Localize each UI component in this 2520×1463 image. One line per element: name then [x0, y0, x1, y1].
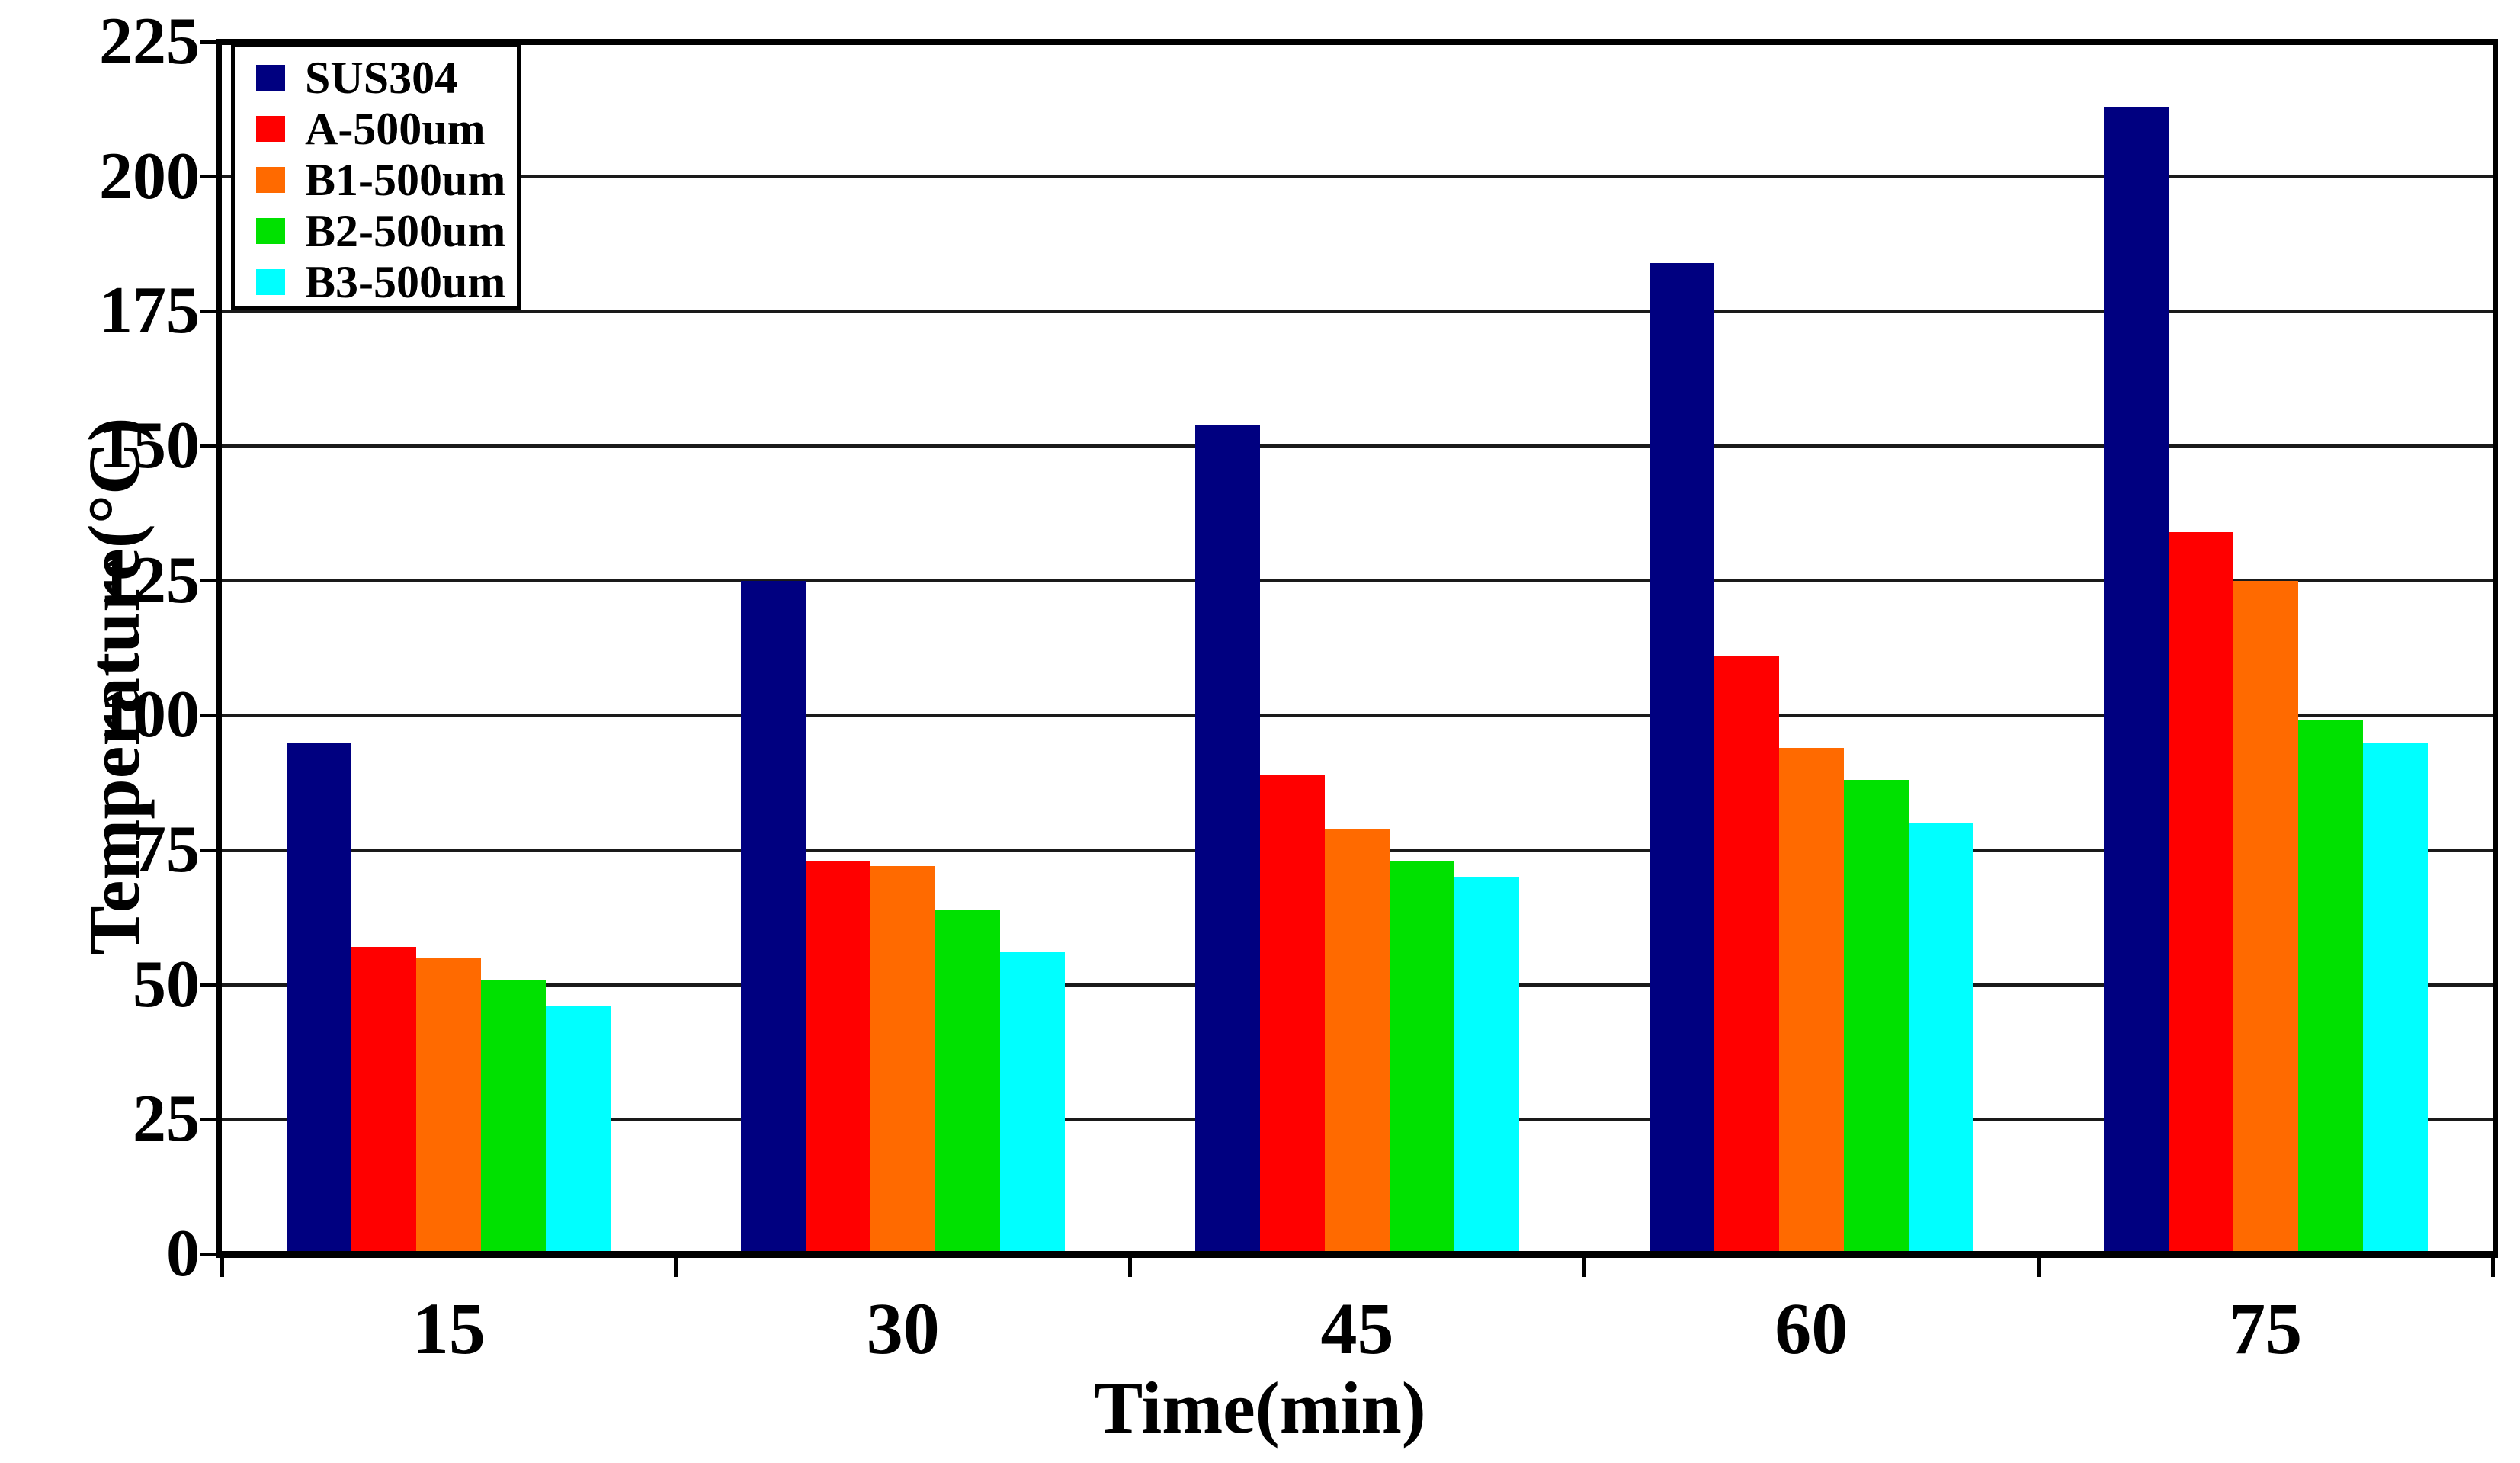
gridline-200 — [222, 175, 2493, 179]
legend-item-B2-500um: B2-500um — [235, 205, 517, 256]
legend-swatch-B3-500um — [256, 268, 285, 295]
gridline-175 — [222, 309, 2493, 313]
bar-SUS304-15 — [287, 742, 352, 1254]
y-tick-0 — [200, 1252, 216, 1256]
legend-swatch-B2-500um — [256, 217, 285, 244]
y-tick-75 — [200, 848, 216, 852]
bar-B1-500um-30 — [870, 866, 936, 1254]
x-tick-0 — [220, 1254, 224, 1277]
legend-label-SUS304: SUS304 — [305, 52, 458, 103]
bar-B3-500um-15 — [546, 1006, 611, 1254]
bar-B1-500um-15 — [416, 958, 482, 1254]
bar-B3-500um-75 — [2362, 742, 2428, 1254]
legend-label-B2-500um: B2-500um — [305, 205, 506, 256]
x-tick-label-30: 30 — [866, 1288, 940, 1369]
y-tick-label-175: 175 — [99, 274, 200, 348]
y-tick-label-75: 75 — [133, 813, 200, 887]
legend-item-SUS304: SUS304 — [235, 52, 517, 103]
bar-B3-500um-60 — [1908, 823, 1973, 1254]
gridline-150 — [222, 444, 2493, 448]
x-tick-2 — [1128, 1254, 1133, 1277]
bar-B3-500um-30 — [1000, 952, 1066, 1254]
legend-label-A-500um: A-500um — [305, 103, 486, 154]
y-tick-label-125: 125 — [99, 543, 200, 618]
bar-B2-500um-30 — [935, 909, 1001, 1254]
x-tick-3 — [1582, 1254, 1586, 1277]
x-tick-4 — [2036, 1254, 2041, 1277]
bar-SUS304-60 — [1649, 262, 1714, 1254]
y-tick-50 — [200, 983, 216, 987]
y-tick-label-225: 225 — [99, 5, 200, 79]
y-tick-150 — [200, 444, 216, 448]
bar-B2-500um-45 — [1390, 861, 1454, 1254]
y-tick-label-200: 200 — [99, 139, 200, 213]
y-tick-200 — [200, 175, 216, 179]
legend-item-B1-500um: B1-500um — [235, 154, 517, 205]
plot-border-right — [2493, 39, 2498, 1258]
bar-SUS304-45 — [1195, 424, 1260, 1254]
bar-B2-500um-75 — [2297, 720, 2363, 1254]
x-axis-line — [216, 1251, 2498, 1258]
y-axis-line — [216, 39, 222, 1258]
bar-B2-500um-60 — [1843, 780, 1909, 1254]
bar-B1-500um-75 — [2233, 580, 2298, 1254]
y-tick-label-0: 0 — [166, 1217, 200, 1291]
x-tick-label-45: 45 — [1320, 1288, 1394, 1369]
x-tick-label-75: 75 — [2229, 1288, 2303, 1369]
legend-item-B3-500um: B3-500um — [235, 256, 517, 307]
bar-A-500um-60 — [1714, 656, 1779, 1254]
plot-border-top — [222, 39, 2493, 45]
legend-swatch-A-500um — [256, 115, 285, 142]
y-tick-label-25: 25 — [133, 1082, 200, 1157]
bar-SUS304-30 — [741, 580, 806, 1254]
bar-B3-500um-45 — [1454, 877, 1519, 1254]
legend: SUS304 A-500um B1-500um B2-500um B3-500um — [231, 43, 521, 310]
y-tick-125 — [200, 579, 216, 583]
bar-A-500um-75 — [2168, 532, 2233, 1254]
legend-swatch-B1-500um — [256, 166, 285, 193]
bar-A-500um-45 — [1260, 775, 1325, 1254]
legend-item-A-500um: A-500um — [235, 103, 517, 154]
x-tick-label-60: 60 — [1775, 1288, 1848, 1369]
bar-SUS304-75 — [2103, 106, 2169, 1254]
bar-A-500um-30 — [806, 861, 871, 1254]
y-tick-25 — [200, 1117, 216, 1121]
y-tick-225 — [200, 40, 216, 44]
x-tick-label-15: 15 — [412, 1288, 486, 1369]
gridline-125 — [222, 579, 2493, 583]
x-axis-title: Time(min) — [1094, 1367, 1426, 1449]
bar-B1-500um-60 — [1778, 747, 1844, 1254]
gridline-100 — [222, 713, 2493, 717]
y-tick-label-100: 100 — [99, 678, 200, 752]
bar-B1-500um-45 — [1325, 828, 1390, 1254]
bar-B2-500um-15 — [481, 979, 547, 1254]
bar-A-500um-15 — [351, 947, 417, 1254]
y-tick-100 — [200, 713, 216, 717]
x-tick-5 — [2490, 1254, 2495, 1277]
legend-label-B3-500um: B3-500um — [305, 256, 506, 307]
y-tick-175 — [200, 309, 216, 313]
y-tick-label-150: 150 — [99, 409, 200, 483]
x-tick-1 — [674, 1254, 678, 1277]
legend-swatch-SUS304 — [256, 64, 285, 91]
y-tick-label-50: 50 — [133, 947, 200, 1022]
legend-label-B1-500um: B1-500um — [305, 154, 506, 205]
